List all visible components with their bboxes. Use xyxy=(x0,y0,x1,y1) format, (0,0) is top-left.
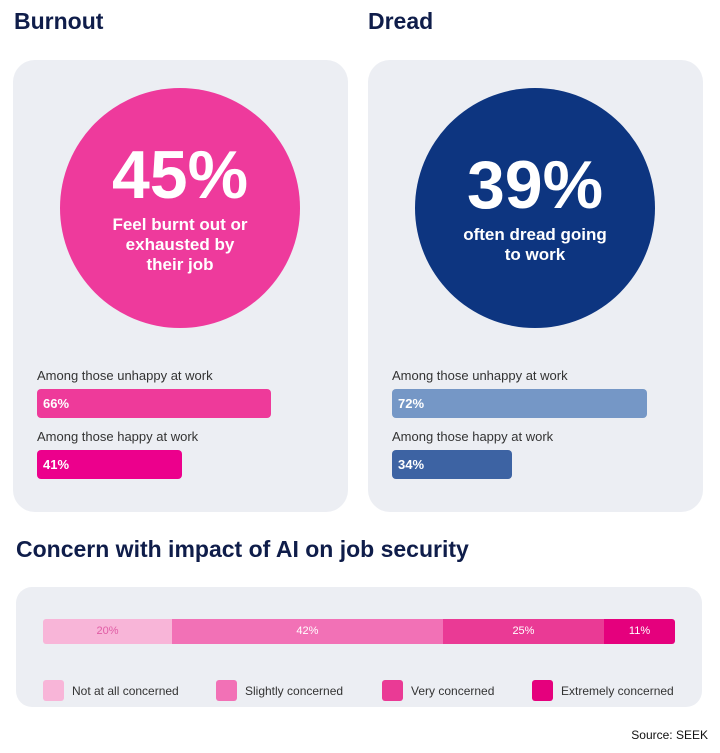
dread-card: 39% often dread going to work Among thos… xyxy=(368,60,703,512)
legend-item: Not at all concerned xyxy=(43,680,179,701)
legend-swatch xyxy=(216,680,237,701)
burnout-circle: 45% Feel burnt out or exhausted by their… xyxy=(60,88,300,328)
segment-not-at-all-concerned: 20% xyxy=(43,619,172,644)
burnout-card: 45% Feel burnt out or exhausted by their… xyxy=(13,60,348,512)
bar-happy: 34% xyxy=(392,450,513,479)
legend-item: Slightly concerned xyxy=(216,680,343,701)
segment-slightly-concerned: 42% xyxy=(171,619,443,644)
bar-unhappy: 72% xyxy=(392,389,647,418)
legend-label: Extremely concerned xyxy=(561,683,674,698)
bar-happy: 41% xyxy=(37,450,183,479)
legend-item: Extremely concerned xyxy=(532,680,674,701)
burnout-headline-text: Feel burnt out or exhausted by their job xyxy=(112,215,248,274)
legend-label: Not at all concerned xyxy=(72,683,179,698)
burnout-headline-value: 45% xyxy=(111,137,249,213)
legend-swatch xyxy=(532,680,553,701)
dread-title: Dread xyxy=(368,8,434,34)
bar-label: Among those unhappy at work xyxy=(37,368,213,383)
legend-item: Very concerned xyxy=(382,680,494,701)
burnout-title: Burnout xyxy=(14,8,104,34)
segment-very-concerned: 25% xyxy=(442,619,605,644)
dread-headline-text: often dread going to work xyxy=(463,225,607,264)
legend-label: Very concerned xyxy=(411,683,495,698)
bar-unhappy: 66% xyxy=(37,389,271,418)
dread-circle: 39% often dread going to work xyxy=(415,88,655,328)
bar-label: Among those happy at work xyxy=(392,429,554,444)
dread-headline-value: 39% xyxy=(466,147,604,223)
legend-swatch xyxy=(43,680,64,701)
stacked-bar: 20% 42% 25% 11% xyxy=(43,619,675,644)
ai-concern-panel: 20% 42% 25% 11% Not at all concerned Slightl… xyxy=(16,587,702,707)
segment-extremely-concerned: 11% xyxy=(604,619,675,644)
bar-label: Among those happy at work xyxy=(37,429,199,444)
legend-label: Slightly concerned xyxy=(245,683,344,698)
source-note: Source: SEEK xyxy=(631,728,708,742)
bar-label: Among those unhappy at work xyxy=(392,368,568,383)
ai-concern-title: Concern with impact of AI on job securit… xyxy=(16,536,469,562)
legend-swatch xyxy=(382,680,403,701)
